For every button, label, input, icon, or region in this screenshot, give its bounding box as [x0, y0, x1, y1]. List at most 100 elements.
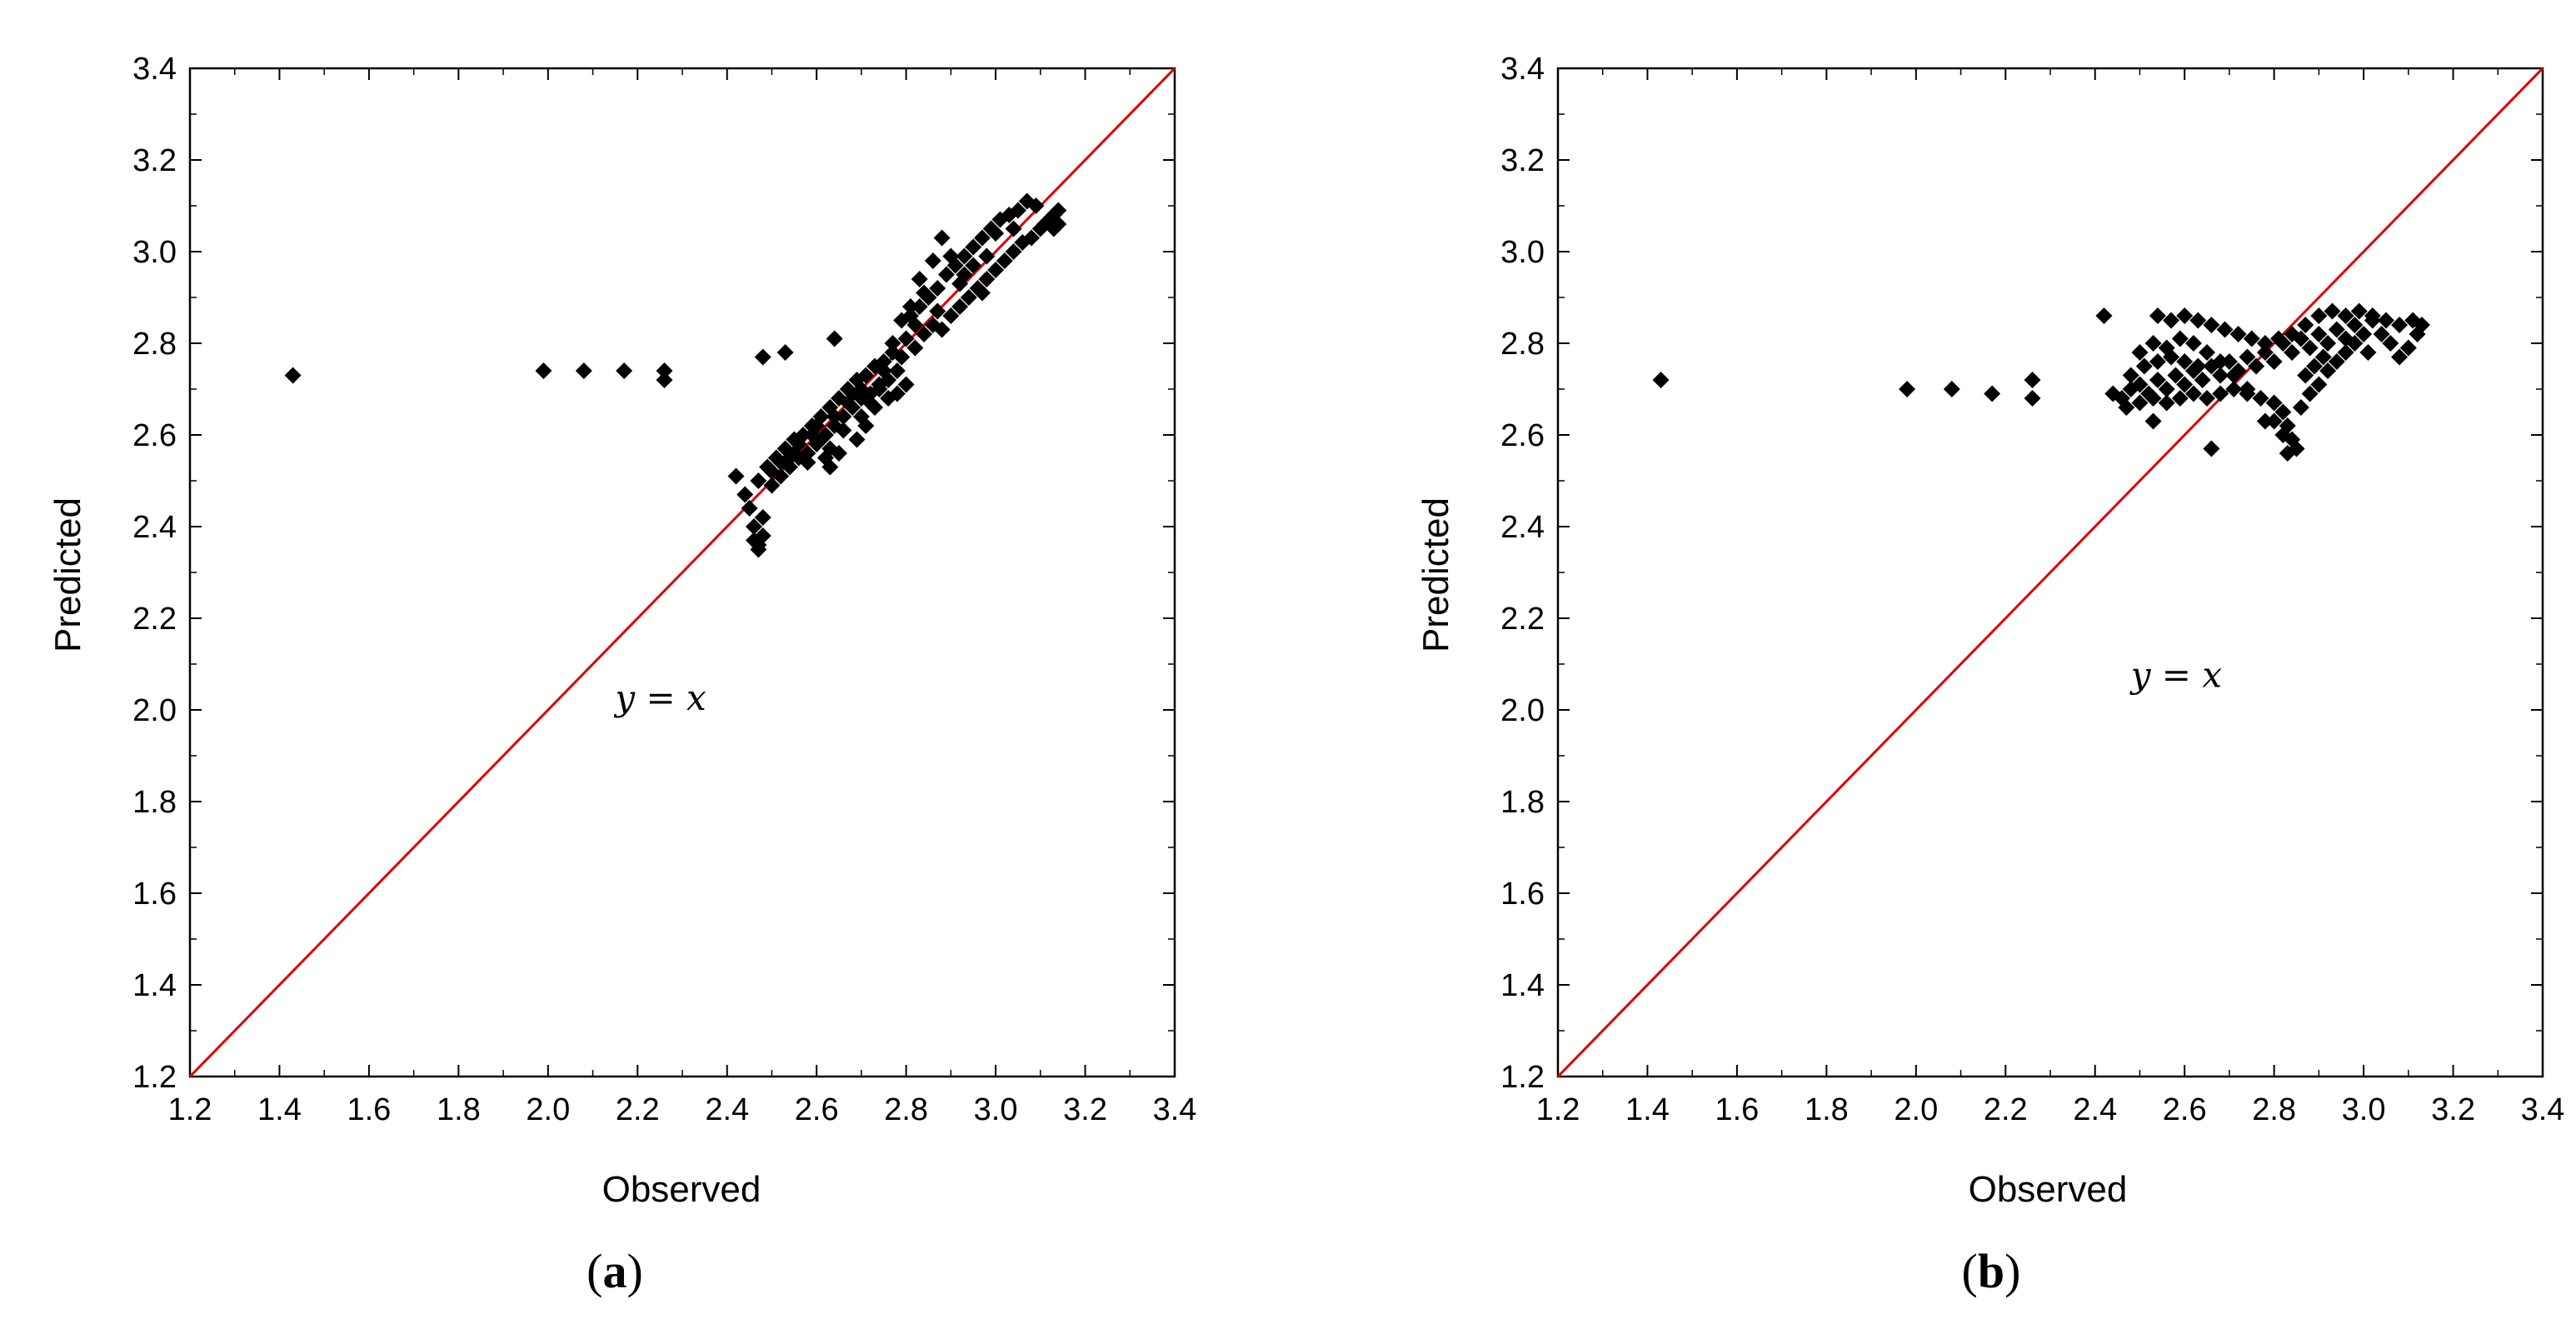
data-point-a: [978, 271, 996, 287]
data-point-b: [2176, 353, 2194, 370]
data-point-a: [884, 335, 901, 352]
data-point-b: [2212, 385, 2229, 402]
y-tick-label-b: 1.6: [1500, 877, 1545, 912]
data-point-b: [2265, 394, 2283, 412]
data-point-a: [916, 284, 933, 302]
data-point-a: [1009, 202, 1026, 219]
x-tick-label-a: 3.0: [974, 1092, 1018, 1127]
data-point-a: [906, 317, 924, 333]
data-point-b: [2297, 367, 2314, 384]
data-point-a: [1023, 229, 1041, 247]
data-point-a: [745, 518, 762, 535]
x-tick-label-b: 1.2: [1536, 1092, 1580, 1127]
data-point-b: [1984, 385, 2001, 402]
data-point-b: [2292, 399, 2309, 416]
ticks-a: 1.2 1.4 1.6 1.8 2.0 2.2 2.4 2.6 2.8 3.0 3.2 3.4 1.2 1…: [132, 52, 1196, 1127]
data-point-a: [942, 247, 960, 265]
data-point-b: [2167, 367, 2184, 384]
data-points-b: [1556, 67, 2544, 1078]
data-point-a: [933, 321, 951, 338]
data-point-b: [2256, 335, 2274, 352]
data-point-b: [2239, 385, 2256, 402]
data-point-b: [2135, 357, 2153, 375]
y-tick-label-a: 2.2: [132, 602, 177, 637]
x-tick-label-b: 2.4: [2073, 1092, 2117, 1127]
y-tick-label-b: 1.8: [1500, 785, 1545, 820]
y-tick-label-b: 2.6: [1500, 418, 1545, 453]
data-point-a: [754, 348, 771, 366]
data-point-a: [656, 362, 673, 379]
data-point-b: [2131, 376, 2149, 393]
data-point-a: [799, 445, 816, 462]
data-point-b: [2189, 312, 2207, 329]
data-point-a: [906, 339, 924, 357]
data-point-b: [2373, 326, 2390, 342]
data-point-b: [2199, 390, 2216, 407]
data-point-b: [2144, 412, 2162, 430]
y-tick-label-b: 2.2: [1500, 602, 1545, 637]
y-tick-label-a: 3.4: [132, 52, 177, 87]
y-tick-label-b: 3.0: [1500, 235, 1545, 270]
data-point-a: [852, 381, 870, 397]
data-point-a: [616, 362, 633, 379]
data-point-b: [2239, 348, 2256, 366]
data-point-b: [2212, 353, 2229, 370]
data-point-a: [857, 367, 875, 384]
x-tick-label-a: 1.8: [437, 1092, 481, 1127]
scatter-panel-b: 1.2 1.4 1.6 1.8 2.0 2.2 2.4 2.6 2.8 3.0 3.2 3.4 1.2 1…: [1415, 52, 2564, 1298]
data-point-b: [2350, 302, 2368, 320]
data-point-a: [933, 229, 951, 247]
data-point-b: [2122, 367, 2139, 384]
data-point-a: [924, 252, 941, 269]
data-point-a: [951, 275, 969, 292]
data-point-b: [2301, 339, 2319, 357]
data-point-b: [2256, 412, 2274, 430]
data-point-a: [929, 302, 946, 320]
data-point-a: [871, 376, 888, 393]
y-axis-title-a: Predicted: [47, 497, 88, 652]
data-point-b: [2337, 344, 2354, 361]
data-point-b: [2301, 385, 2319, 402]
data-point-a: [821, 458, 839, 476]
data-point-a: [754, 527, 771, 544]
data-point-b: [2212, 367, 2229, 384]
data-point-a: [1050, 202, 1067, 219]
data-point-a: [875, 362, 892, 379]
x-tick-label-b: 1.8: [1805, 1092, 1849, 1127]
data-point-b: [2216, 321, 2234, 338]
scatter-panel-a: 1.2 1.4 1.6 1.8 2.0 2.2 2.4 2.6 2.8 3.0 3.2 3.4 1.2 1…: [47, 52, 1196, 1298]
data-point-a: [888, 362, 906, 379]
data-point-a: [826, 408, 843, 425]
data-point-a: [763, 463, 781, 480]
identity-line-label-a: y = x: [613, 677, 706, 718]
identity-line-label-b: y = x: [2129, 655, 2223, 696]
x-tick-label-b: 1.4: [1625, 1092, 1670, 1127]
data-point-a: [1045, 220, 1062, 237]
x-tick-label-b: 1.6: [1715, 1092, 1759, 1127]
data-point-a: [929, 280, 946, 297]
data-point-b: [2176, 307, 2194, 324]
data-point-b: [2274, 427, 2292, 443]
data-point-b: [2391, 348, 2409, 366]
data-point-b: [2314, 348, 2332, 366]
data-point-b: [2176, 376, 2194, 393]
x-tick-label-a: 1.6: [347, 1092, 391, 1127]
data-point-a: [897, 376, 915, 393]
data-point-a: [1005, 243, 1022, 260]
data-point-b: [2337, 307, 2354, 324]
data-point-b: [2220, 353, 2238, 370]
data-point-b: [2310, 326, 2328, 342]
data-point-a: [727, 467, 745, 485]
data-point-b: [2270, 330, 2288, 347]
data-point-b: [2409, 326, 2426, 342]
y-tick-label-a: 2.0: [132, 693, 177, 728]
data-point-b: [2252, 390, 2269, 407]
y-tick-label-b: 1.4: [1500, 968, 1545, 1003]
data-point-b: [2297, 317, 2314, 333]
data-point-a: [790, 436, 807, 452]
panel-label-b: (b): [1962, 1244, 2021, 1298]
ticks-b: 1.2 1.4 1.6 1.8 2.0 2.2 2.4 2.6 2.8 3.0 3.2 3.4 1.2 1…: [1500, 52, 2564, 1127]
data-point-a: [951, 298, 969, 315]
data-point-b: [2131, 394, 2149, 412]
data-point-a: [839, 394, 856, 412]
